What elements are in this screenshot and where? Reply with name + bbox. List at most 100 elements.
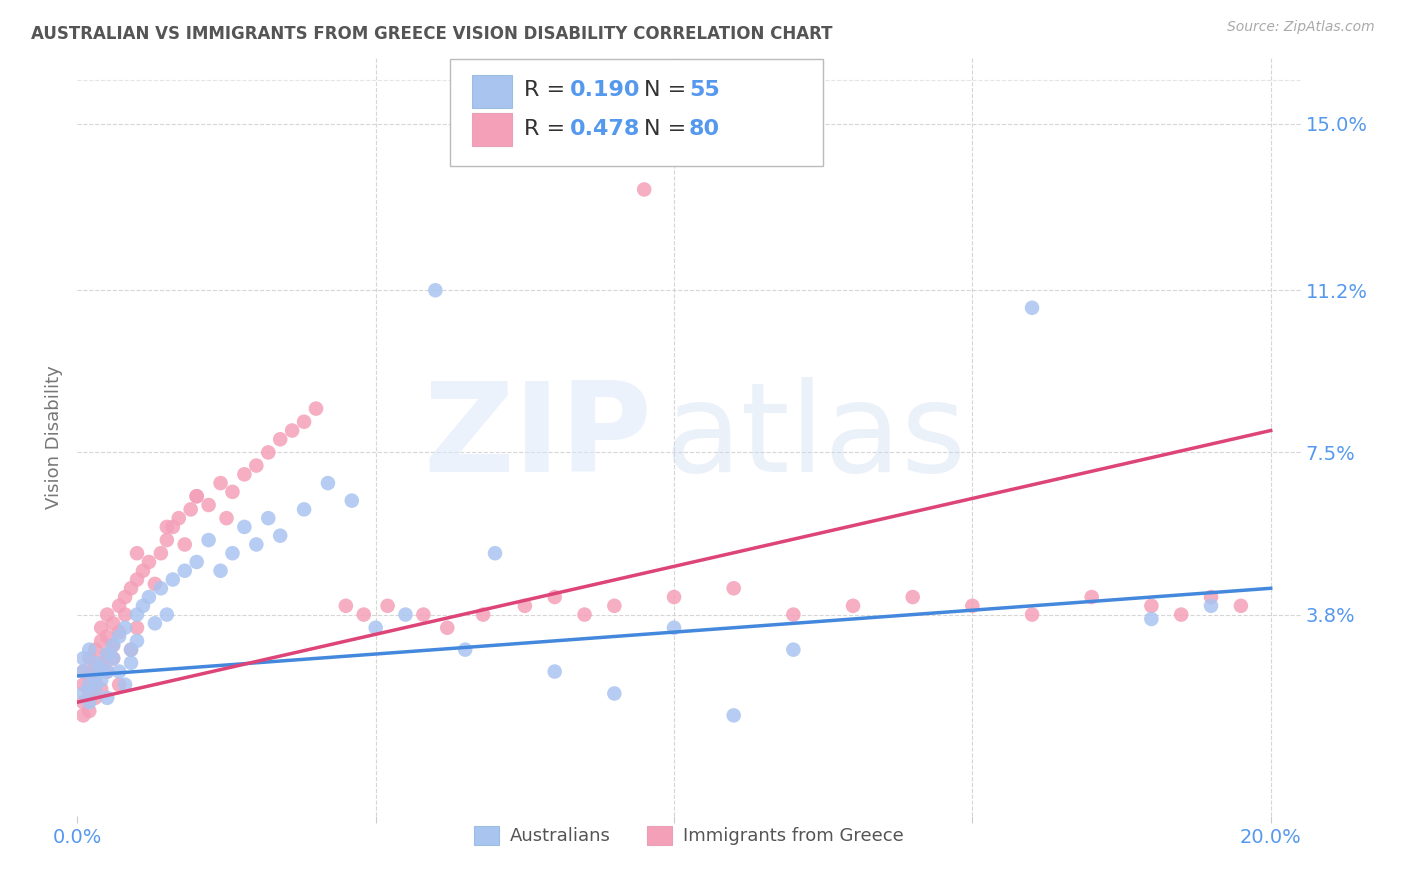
Point [1140, 599, 1163, 613]
Point [96, 647, 118, 661]
Point [138, 555, 160, 569]
Point [143, 616, 166, 631]
Point [72, 651, 94, 665]
Point [108, 678, 131, 692]
Point [335, 599, 357, 613]
Point [353, 607, 375, 622]
Point [233, 520, 256, 534]
Point [197, 498, 219, 512]
Point [125, 633, 148, 648]
Point [269, 432, 291, 446]
Point [72, 665, 94, 679]
Point [723, 582, 745, 596]
Point [156, 607, 179, 622]
Point [90, 621, 112, 635]
Point [842, 599, 865, 613]
Point [149, 546, 172, 560]
Point [1199, 599, 1222, 613]
Point [84, 656, 107, 670]
Point [114, 590, 136, 604]
Point [209, 476, 232, 491]
Point [101, 638, 124, 652]
Point [1080, 590, 1102, 604]
Point [125, 607, 148, 622]
Point [120, 656, 142, 670]
Point [120, 642, 142, 657]
Point [281, 424, 304, 438]
Point [108, 630, 131, 644]
Y-axis label: Vision Disability: Vision Disability [45, 365, 63, 509]
Point [221, 546, 243, 560]
Point [364, 621, 387, 635]
Point [84, 669, 107, 683]
Point [143, 577, 166, 591]
Point [77, 678, 100, 692]
Point [723, 708, 745, 723]
FancyBboxPatch shape [472, 112, 512, 146]
Point [1021, 301, 1043, 315]
Point [1230, 599, 1253, 613]
Point [167, 511, 190, 525]
Point [162, 520, 184, 534]
Point [412, 607, 434, 622]
Point [84, 660, 107, 674]
Text: atlas: atlas [665, 376, 966, 498]
Point [513, 599, 536, 613]
Point [257, 511, 280, 525]
Text: N =: N = [644, 120, 693, 139]
Point [77, 695, 100, 709]
Point [138, 590, 160, 604]
Point [72, 678, 94, 692]
Point [101, 638, 124, 652]
Point [90, 682, 112, 697]
Point [114, 621, 136, 635]
Text: 55: 55 [689, 79, 720, 100]
Point [269, 529, 291, 543]
Point [90, 656, 112, 670]
Point [72, 686, 94, 700]
FancyBboxPatch shape [472, 75, 512, 108]
Point [180, 502, 202, 516]
Point [77, 651, 100, 665]
Point [90, 660, 112, 674]
Point [633, 182, 655, 196]
Point [101, 651, 124, 665]
Point [96, 607, 118, 622]
Point [149, 582, 172, 596]
Point [292, 415, 315, 429]
Point [257, 445, 280, 459]
Point [72, 665, 94, 679]
Text: 0.478: 0.478 [571, 120, 641, 139]
Point [96, 647, 118, 661]
Point [1170, 607, 1192, 622]
Point [125, 573, 148, 587]
Point [245, 537, 267, 551]
Text: R =: R = [524, 120, 572, 139]
Point [114, 607, 136, 622]
Point [101, 651, 124, 665]
Point [77, 704, 100, 718]
Point [1140, 612, 1163, 626]
Point [72, 708, 94, 723]
Point [603, 599, 626, 613]
Text: Source: ZipAtlas.com: Source: ZipAtlas.com [1227, 20, 1375, 34]
Point [108, 599, 131, 613]
Point [156, 533, 179, 547]
Point [316, 476, 339, 491]
Point [215, 511, 238, 525]
Point [162, 573, 184, 587]
Point [186, 489, 208, 503]
Point [962, 599, 984, 613]
Point [340, 493, 363, 508]
Point [132, 564, 155, 578]
Point [436, 621, 458, 635]
Point [173, 564, 195, 578]
Point [84, 682, 107, 697]
Point [156, 520, 179, 534]
Text: ZIP: ZIP [423, 376, 652, 498]
Point [173, 537, 195, 551]
Point [84, 690, 107, 705]
Point [77, 669, 100, 683]
Point [186, 555, 208, 569]
Point [84, 642, 107, 657]
